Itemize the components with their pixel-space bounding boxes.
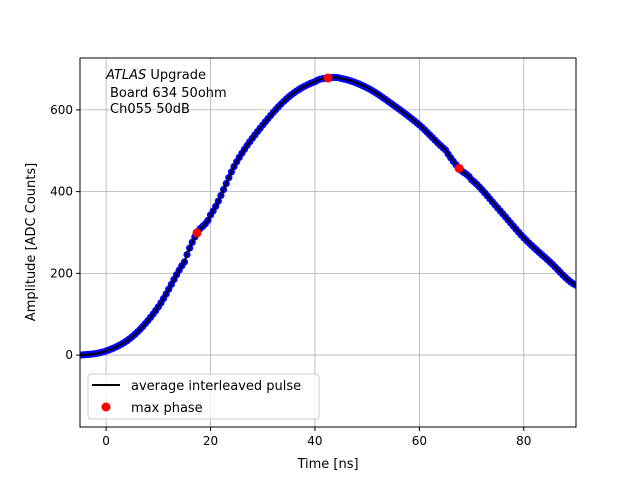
x-tick-label: 60 [412, 434, 427, 448]
annotation: ATLAS Upgrade Board 634 50ohm Ch055 50dB [105, 68, 227, 117]
ticks: 0 20 40 60 80 0 200 400 600 [50, 103, 531, 448]
axes-frame [79, 57, 577, 428]
series-group [80, 73, 576, 359]
x-axis-label: Time [ns] [296, 457, 358, 472]
max-phase-point [454, 163, 464, 173]
x-tick-label: 20 [203, 434, 218, 448]
y-tick-label: 600 [50, 103, 73, 117]
legend-marker-max-phase [101, 402, 111, 412]
svg-text:ATLAS Upgrade: ATLAS Upgrade [105, 68, 206, 83]
annotation-upgrade: Upgrade [146, 68, 206, 83]
legend-label-max-phase: max phase [131, 401, 203, 416]
annotation-board: Board 634 50ohm [110, 86, 227, 101]
legend-box [87, 373, 320, 420]
y-axis-label: Amplitude [ADC Counts] [24, 163, 39, 321]
max-phase-point [192, 228, 202, 238]
y-tick-label: 400 [50, 185, 73, 199]
x-tick-label: 80 [516, 434, 531, 448]
legend: average interleaved pulse max phase [87, 373, 320, 420]
x-tick-label: 40 [307, 434, 322, 448]
annotation-atlas: ATLAS [105, 68, 146, 83]
y-tick-label: 0 [65, 348, 73, 362]
x-tick-label: 0 [102, 434, 110, 448]
y-tick-label: 200 [50, 266, 73, 280]
plot-area [80, 73, 576, 359]
max-phase-point [323, 73, 333, 83]
legend-label-pulse: average interleaved pulse [131, 379, 301, 394]
annotation-channel: Ch055 50dB [110, 102, 190, 117]
